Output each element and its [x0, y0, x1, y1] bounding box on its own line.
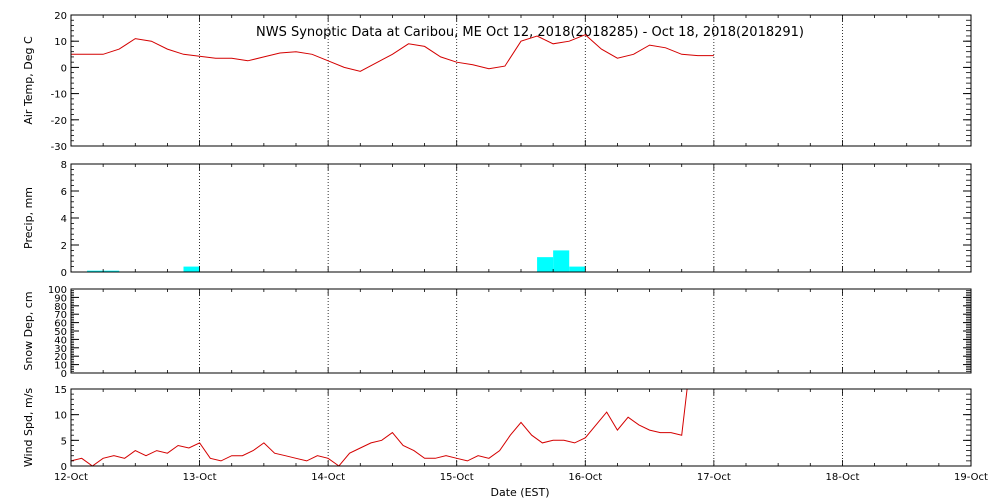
y-tick-label: 10	[54, 37, 67, 48]
y-tick-label: 0	[61, 63, 67, 74]
y-tick-label: 100	[48, 285, 67, 296]
y-tick-label: 80	[54, 302, 67, 313]
y-axis-label: Precip, mm	[22, 187, 35, 249]
x-tick-label: 14-Oct	[311, 472, 345, 483]
x-tick-labels: 12-Oct 13-Oct 14-Oct 15-Oct 16-Oct 17-Oct 18-O…	[54, 472, 988, 483]
precip-bar	[537, 257, 554, 272]
y-tick-label: 60	[54, 319, 67, 330]
panel-frame	[70, 163, 972, 273]
y-tick-label: 0	[61, 268, 67, 279]
y-tick-label: 8	[61, 160, 67, 171]
y-tick-label: -30	[51, 142, 67, 153]
x-tick-label: 13-Oct	[183, 472, 217, 483]
y-tick-label: 10	[54, 361, 67, 372]
precip-bar	[553, 250, 570, 272]
x-tick-label: 16-Oct	[568, 472, 602, 483]
y-tick-label: 40	[54, 335, 67, 346]
x-tick-label: 18-Oct	[825, 472, 859, 483]
y-tick-label: 10	[54, 411, 67, 422]
x-tick-label: 15-Oct	[440, 472, 474, 483]
y-axis-label: Wind Spd, m/s	[22, 388, 35, 468]
y-tick-label: 30	[54, 344, 67, 355]
y-tick-label: 5	[61, 436, 67, 447]
panel-frame	[70, 288, 972, 374]
x-tick-label: 12-Oct	[54, 472, 88, 483]
panel-1: -30 -20 -10 0 10 20 Air Temp, Deg C	[22, 11, 972, 153]
y-axis-label: Air Temp, Deg C	[22, 36, 35, 125]
y-axis-label: Snow Dep, cm	[22, 291, 35, 370]
y-tick-label: -20	[51, 116, 67, 127]
y-tick-label: 0	[61, 462, 67, 473]
y-tick-label: 50	[54, 327, 67, 338]
panel-2: 0 2 4 6 8 Precip, mm	[22, 160, 972, 279]
y-tick-label: 6	[61, 187, 67, 198]
x-tick-label: 17-Oct	[697, 472, 731, 483]
y-tick-label: 20	[54, 352, 67, 363]
y-tick-label: 70	[54, 310, 67, 321]
precip-bar	[183, 266, 200, 272]
y-tick-label: 2	[61, 241, 67, 252]
y-tick-label: 0	[61, 369, 67, 380]
panel-frame	[70, 388, 972, 467]
precip-bar	[103, 270, 120, 272]
y-tick-label: 90	[54, 293, 67, 304]
chart-title: NWS Synoptic Data at Caribou, ME Oct 12,…	[256, 25, 804, 40]
precip-bar	[569, 266, 586, 272]
x-tick-label: 19-Oct	[954, 472, 988, 483]
y-tick-label: 15	[54, 385, 67, 396]
series-line	[71, 34, 714, 72]
y-tick-label: 20	[54, 11, 67, 22]
series-line	[70, 388, 688, 467]
y-tick-label: 4	[61, 214, 67, 225]
x-axis-label: Date (EST)	[490, 486, 549, 499]
precip-bar	[87, 270, 104, 272]
panel-4: 0 5 10 15 Wind Spd, m/s	[22, 385, 972, 473]
y-tick-label: -10	[51, 90, 67, 101]
